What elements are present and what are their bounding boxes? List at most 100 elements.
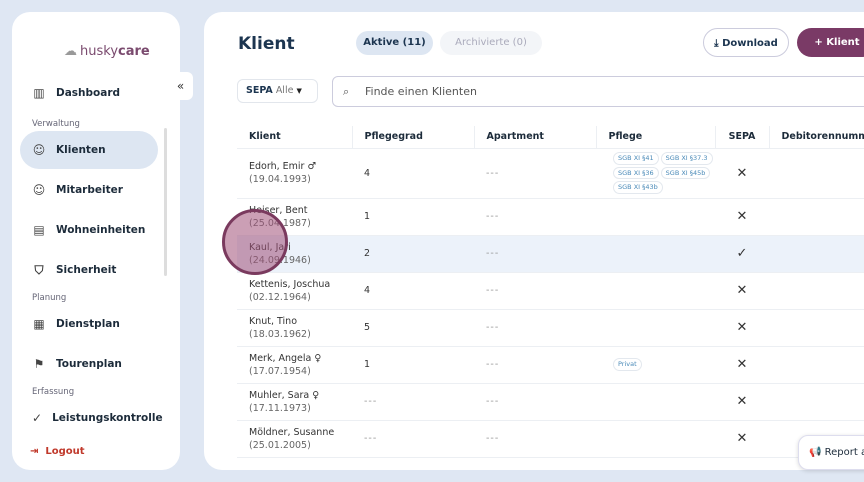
sidebar-item-dienstplan[interactable]: ▦ Dienstplan [33, 317, 120, 331]
debitor-cell [769, 383, 864, 421]
column-header[interactable]: Apartment [474, 126, 597, 149]
flag-icon: ⚑ [33, 357, 45, 371]
logout-icon: ⇥ [30, 446, 39, 457]
table-row[interactable]: Heiser, Bent (25.04.1987) 1 --- ✕ [237, 198, 864, 236]
megaphone-icon: 📢 [809, 447, 822, 458]
debitor-cell [769, 148, 864, 199]
pflege-cell [596, 420, 715, 458]
debitor-cell [769, 309, 864, 347]
pflege-cell [596, 309, 715, 347]
apartment: --- [474, 346, 596, 384]
pflegegrad: --- [352, 383, 474, 421]
section-label: Verwaltung [32, 119, 80, 129]
cross-icon: ✕ [715, 309, 769, 347]
table-row[interactable]: Knut, Tino (18.03.1962) 5 --- ✕ [237, 309, 864, 347]
pflegegrad: 4 [352, 148, 474, 199]
sidebar-item-leistungskontrolle[interactable]: ✓ Leistungskontrolle [32, 411, 163, 425]
table-row[interactable]: Möldner, Susanne (25.01.2005) --- --- ✕ [237, 420, 864, 458]
check-icon: ✓ [32, 411, 43, 425]
pflege-cell: SGB XI §41 SGB XI §37.3SGB XI §36 SGB XI §… [596, 148, 715, 199]
tab-active[interactable]: Aktive (11) [356, 31, 433, 55]
sidebar-item-wohneinheiten[interactable]: ▤ Wohneinheiten [33, 223, 146, 237]
cross-icon: ✕ [715, 383, 769, 421]
sidebar-item-sicherheit[interactable]: ⛉ Sicherheit [20, 251, 158, 289]
apartment: --- [474, 148, 596, 199]
client-name: Heiser, Bent [249, 204, 308, 216]
pflegegrad: 1 [352, 346, 474, 384]
debitor-cell [769, 235, 864, 273]
pflege-tag: SGB XI §36 [613, 166, 659, 180]
table-row[interactable]: Muhler, Sara ♀ (17.11.1973) --- --- ✕ [237, 383, 864, 421]
plus-icon: + [814, 37, 823, 48]
apartment: --- [474, 383, 596, 421]
section-label: Erfassung [32, 387, 75, 397]
pflege-tag: Privat [613, 358, 642, 371]
tab-archived[interactable]: Archivierte (0) [440, 31, 542, 55]
column-header[interactable]: SEPA [715, 126, 770, 149]
face-icon: ☺ [32, 183, 46, 197]
section-label: Planung [32, 293, 67, 303]
page-title: Klient [238, 34, 295, 54]
report-button[interactable]: 📢 Report a [798, 435, 864, 470]
client-name: Edorh, Emir [249, 161, 305, 172]
shield-icon: ⛉ [34, 262, 44, 277]
table-row[interactable]: Kaul, Jari (24.09.1946) 2 --- ✓ [237, 235, 864, 273]
pflege-cell [596, 235, 715, 273]
cross-icon: ✕ [715, 346, 769, 384]
column-header[interactable]: Pflege [596, 126, 716, 149]
column-header[interactable]: Pflegegrad [352, 126, 475, 149]
sidebar-item-klienten[interactable]: ☺ Klienten [20, 131, 158, 169]
pflegegrad: --- [352, 420, 474, 458]
debitor-cell [769, 346, 864, 384]
pflegegrad: 1 [352, 198, 474, 236]
building-icon: ▤ [33, 223, 45, 237]
column-header[interactable]: Klient [237, 126, 353, 149]
search-input[interactable]: ⌕ Finde einen Klienten [332, 76, 864, 107]
apartment: --- [474, 235, 596, 273]
add-client-button[interactable]: + Klient [797, 28, 864, 57]
pflegegrad: 5 [352, 309, 474, 347]
sidebar-item-mitarbeiter[interactable]: ☺ Mitarbeiter [32, 183, 123, 197]
face-icon: ☺ [32, 143, 46, 157]
column-header[interactable]: Debitorennummer [769, 126, 864, 149]
client-name: Möldner, Susanne [249, 426, 335, 438]
sidebar-item-tourenplan[interactable]: ⚑ Tourenplan [33, 357, 122, 371]
husky-logo-icon: ☁ [64, 44, 77, 59]
sidebar: ☁ huskycare ▥ Dashboard Verwaltung ☺ Klienten… [12, 12, 180, 470]
cross-icon: ✕ [715, 198, 769, 236]
pflege-cell [596, 383, 715, 421]
chart-icon: ▥ [33, 86, 45, 100]
table-row[interactable]: Merk, Angela ♀ (17.07.1954) 1 --- Privat … [237, 346, 864, 384]
pflege-tag: SGB XI §43b [613, 181, 663, 194]
pflege-cell: Privat [596, 346, 715, 384]
check-icon: ✓ [715, 235, 769, 273]
gender-icon: ♀ [314, 352, 322, 364]
sidebar-scrollbar[interactable] [164, 128, 167, 276]
collapse-sidebar-button[interactable]: « [168, 72, 193, 100]
cross-icon: ✕ [715, 272, 769, 310]
table-row[interactable]: Kettenis, Joschua (02.12.1964) 4 --- ✕ [237, 272, 864, 310]
pflege-tag: SGB XI §41 [613, 152, 659, 165]
download-icon: ⤓ [714, 38, 719, 49]
apartment: --- [474, 420, 596, 458]
client-name: Merk, Angela [249, 352, 312, 364]
pflege-tag: SGB XI §37.3 [660, 152, 713, 165]
client-name: Knut, Tino [249, 315, 298, 327]
pflegegrad: 2 [352, 235, 474, 273]
logout-button[interactable]: ⇥ Logout [30, 446, 85, 457]
pflege-cell [596, 272, 715, 310]
download-button[interactable]: ⤓ Download [703, 28, 789, 57]
apartment: --- [474, 198, 596, 236]
debitor-cell [769, 272, 864, 310]
client-dob: (17.07.1954) [249, 365, 311, 377]
gender-icon: ♂ [307, 161, 317, 172]
client-name: Kettenis, Joschua [249, 278, 331, 290]
apartment: --- [474, 309, 596, 347]
touch-indicator [222, 209, 288, 275]
table-row[interactable]: Edorh, Emir ♂ (19.04.1993) 4 --- SGB XI §… [237, 148, 864, 199]
caret-down-icon: ▼ [296, 87, 302, 95]
sepa-filter-select[interactable]: SEPA Alle ▼ [237, 79, 318, 103]
pflegegrad: 4 [352, 272, 474, 310]
sidebar-item-dashboard[interactable]: ▥ Dashboard [33, 86, 121, 100]
client-dob: (19.04.1993) [249, 174, 311, 185]
